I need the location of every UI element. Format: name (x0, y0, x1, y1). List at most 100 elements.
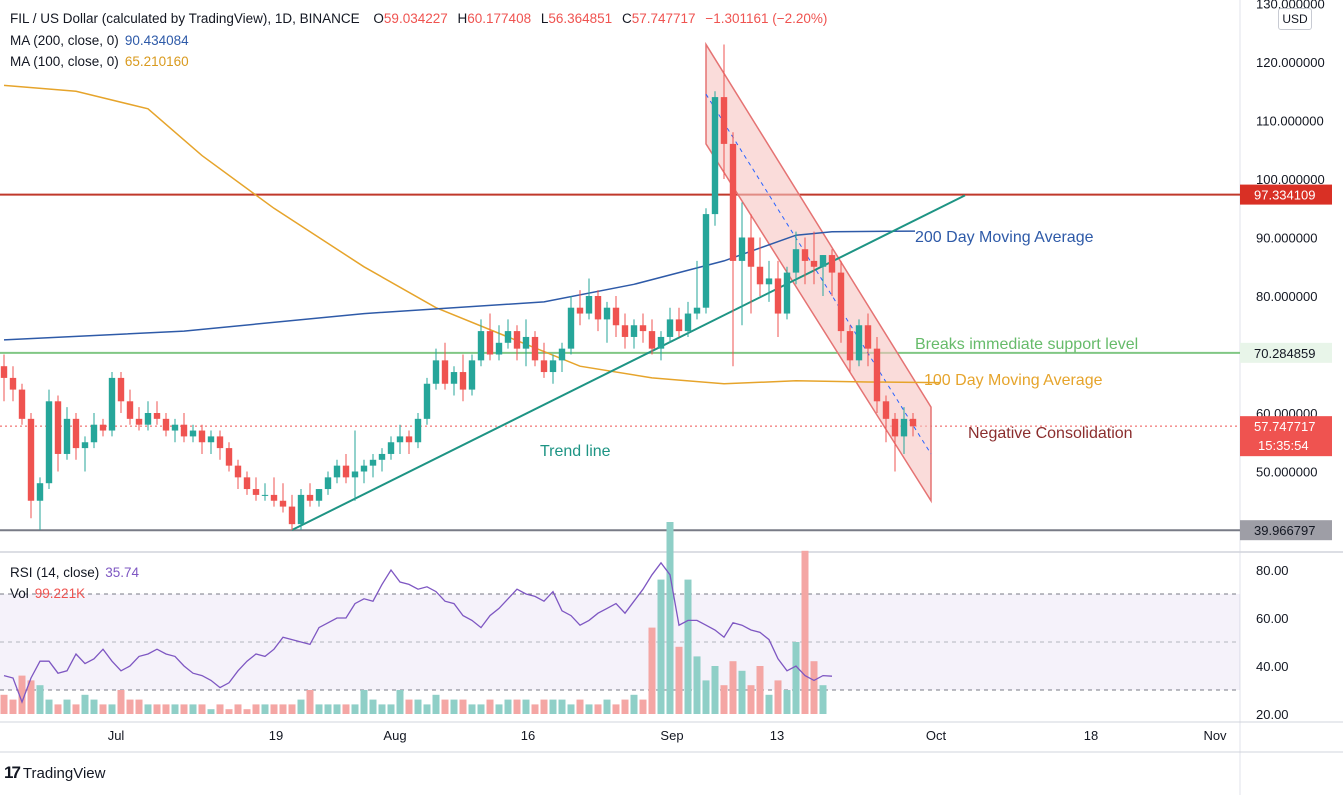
tradingview-logo[interactable]: 17 TradingView (4, 763, 105, 783)
volume-bar (261, 704, 269, 714)
time-axis-label: 16 (521, 728, 535, 743)
candle-body (621, 325, 629, 337)
candle-body (45, 401, 53, 484)
volume-bar (720, 685, 728, 714)
candle-body (153, 413, 161, 419)
candle-body (765, 278, 773, 285)
time-axis-label: Oct (926, 728, 947, 743)
volume-bar (747, 685, 755, 714)
volume-bar (477, 704, 485, 714)
candle-body (135, 418, 143, 425)
rsi-tick-label: 20.00 (1256, 707, 1289, 722)
price-tick-label: 100.000000 (1256, 172, 1325, 187)
volume-legend[interactable]: Vol 99.221K (10, 586, 85, 601)
volume-bar (702, 680, 710, 714)
ma200-annotation: 200 Day Moving Average (915, 229, 1094, 246)
ma100-line (3, 84, 941, 385)
volume-bar (207, 709, 215, 714)
candle-body (810, 260, 818, 267)
candle-body (612, 307, 620, 326)
volume-bar (378, 704, 386, 714)
high-label: H (457, 11, 468, 26)
price-tick-label: 130.000000 (1256, 0, 1325, 12)
candle-body (36, 483, 44, 501)
volume-bar (189, 704, 197, 714)
volume-bar (9, 699, 17, 714)
candle-body (72, 418, 80, 449)
volume-bar (135, 699, 143, 714)
volume-bar (774, 680, 782, 714)
close-label: C (621, 11, 632, 26)
candle-body (54, 401, 62, 454)
volume-bar (423, 704, 431, 714)
open-value: 59.034227 (383, 11, 448, 26)
price-tick-label: 50.000000 (1256, 465, 1317, 480)
candle-body (711, 97, 719, 215)
candle-body (756, 266, 764, 285)
candle-body (873, 348, 881, 402)
volume-bar (504, 699, 512, 714)
ma200-legend[interactable]: MA (200, close, 0) 90.434084 (10, 33, 189, 48)
volume-bar (756, 666, 764, 714)
volume-bar (621, 699, 629, 714)
rsi-tick-label: 80.00 (1256, 563, 1289, 578)
floor-badge-bg (1240, 520, 1332, 541)
high-value: 60.177408 (467, 11, 532, 26)
candle-body (234, 465, 242, 478)
candle-body (81, 442, 89, 449)
candle-body (279, 500, 287, 507)
volume-bar (783, 690, 791, 714)
candle-body (630, 325, 638, 337)
candle-body (162, 418, 170, 431)
volume-bar (549, 699, 557, 714)
candle-body (540, 360, 548, 373)
candle-body (0, 366, 8, 378)
price-tick-label: 90.000000 (1256, 231, 1317, 246)
price-tick-label: 120.000000 (1256, 55, 1325, 70)
candle-body (387, 442, 395, 454)
volume-bar (693, 656, 701, 714)
candle-body (207, 436, 215, 443)
candle-body (648, 331, 656, 349)
candle-body (333, 465, 341, 478)
volume-bar (18, 675, 26, 714)
volume-bar (252, 704, 260, 714)
rsi-line (3, 561, 833, 704)
candle-body (99, 424, 107, 431)
candle-body (18, 389, 26, 419)
candle-body (909, 418, 917, 427)
candle-body (729, 143, 737, 261)
volume-bar (90, 699, 98, 714)
candle-body (666, 319, 674, 337)
candle-body (513, 331, 521, 349)
currency-button[interactable]: USD (1278, 8, 1312, 30)
candle-body (396, 436, 404, 443)
volume-bar (657, 579, 665, 714)
volume-bar (558, 699, 566, 714)
candle-body (846, 331, 854, 361)
volume-bar (738, 670, 746, 714)
resistance-badge-bg (1240, 184, 1332, 205)
volume-bar (639, 699, 647, 714)
volume-bar (144, 704, 152, 714)
candle-body (855, 325, 863, 361)
time-axis-label: Jul (108, 728, 125, 743)
time-axis-label: Aug (383, 728, 406, 743)
rsi-legend[interactable]: RSI (14, close) 35.74 (10, 565, 139, 580)
ma100-legend[interactable]: MA (100, close, 0) 65.210160 (10, 54, 189, 69)
candle-body (585, 296, 593, 314)
volume-bar (27, 680, 35, 714)
support-annotation: Breaks immediate support level (915, 336, 1138, 353)
candle-body (450, 372, 458, 384)
candle-body (225, 448, 233, 466)
volume-bar (531, 704, 539, 714)
volume-bar (450, 699, 458, 714)
candle-body (702, 214, 710, 308)
volume-bar (315, 704, 323, 714)
volume-bar (414, 699, 422, 714)
candle-body (351, 471, 359, 478)
current-price-badge-bg (1240, 416, 1332, 457)
volume-bar (819, 685, 827, 714)
rsi-tick-label: 40.00 (1256, 659, 1289, 674)
